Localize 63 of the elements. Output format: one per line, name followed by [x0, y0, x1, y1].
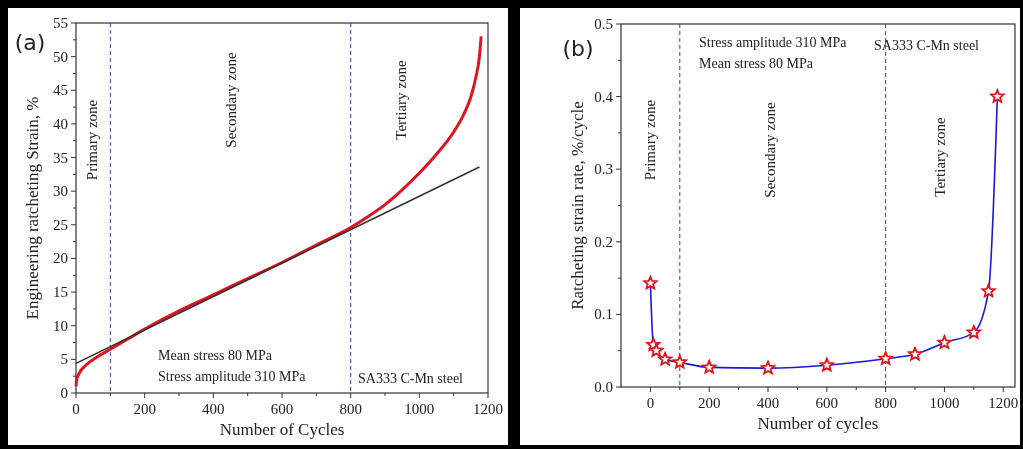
- x-tick-label: 800: [339, 401, 362, 417]
- y-tick-label: 0.3: [594, 161, 613, 178]
- y-tick-label: 0.5: [594, 16, 613, 32]
- y-tick-label: 40: [53, 115, 68, 132]
- point: [937, 335, 952, 349]
- y-tick-label: 5: [60, 351, 68, 368]
- text: (a): [14, 30, 46, 55]
- point: [672, 354, 687, 369]
- y-tick-label: 45: [53, 82, 68, 99]
- x-tick-label: 200: [697, 395, 721, 411]
- y-tick-label: 15: [53, 284, 68, 301]
- annotation: Secondary zone: [762, 101, 778, 198]
- annotation: SA333 C-Mn steel: [874, 38, 980, 53]
- point: [981, 283, 996, 298]
- y-tick-label: 30: [53, 183, 68, 200]
- annotation: Stress amplitude 310 MPa: [158, 369, 307, 384]
- point: [819, 357, 834, 372]
- x-axis-title: Number of cycles: [757, 414, 879, 433]
- point: [990, 89, 1005, 103]
- point: [878, 351, 893, 365]
- y-tick-label: 50: [53, 48, 68, 65]
- y-tick-label: 0.2: [594, 233, 613, 250]
- y-tick-label: 55: [53, 15, 68, 31]
- annotation: Mean stress 80 MPa: [158, 348, 273, 363]
- point: [643, 275, 658, 290]
- x-tick-label: 600: [270, 401, 294, 417]
- y-tick-label: 10: [53, 317, 68, 334]
- y-axis-title: Engineering ratcheting Strain, %: [23, 96, 42, 320]
- point: [760, 360, 776, 375]
- annotation: Stress amplitude 310 MPa: [699, 35, 848, 50]
- point: [658, 352, 673, 366]
- x-tick-label: 0: [646, 395, 655, 411]
- text: (b): [562, 36, 594, 61]
- point: [907, 346, 923, 361]
- x-tick-label: 1200: [988, 395, 1019, 411]
- y-tick-label: 25: [53, 216, 68, 233]
- x-tick-label: 1200: [473, 401, 503, 417]
- annotation: Mean stress 80 MPa: [699, 56, 814, 71]
- annotation: Tertiary zone: [932, 117, 948, 197]
- x-tick-label: 800: [874, 395, 897, 411]
- x-tick-label: 1000: [929, 395, 960, 411]
- x-axis-title: Number of Cycles: [219, 420, 345, 439]
- x-tick-label: 600: [815, 395, 839, 411]
- y-tick-label: 0.4: [594, 88, 614, 105]
- annotation: Primary zone: [642, 99, 658, 181]
- y-tick-label: 20: [53, 250, 68, 267]
- point: [649, 343, 664, 357]
- annotation: Secondary zone: [223, 51, 239, 148]
- annotation: Primary zone: [84, 99, 100, 181]
- y-tick-label: 0.1: [594, 306, 613, 323]
- annotation: Tertiary zone: [393, 60, 409, 140]
- annotation: SA333 C-Mn steel: [358, 371, 464, 386]
- x-tick-label: 400: [202, 401, 225, 417]
- point: [966, 325, 981, 339]
- x-tick-label: 1000: [404, 401, 435, 417]
- x-tick-label: 200: [133, 401, 156, 417]
- x-tick-label: 0: [72, 401, 80, 417]
- y-tick-label: 0: [60, 385, 68, 401]
- y-tick-label: 0.0: [594, 379, 613, 395]
- y-tick-label: 35: [53, 149, 68, 166]
- y-axis-title: Ratcheting strain rate, %/cycle: [568, 101, 587, 310]
- point: [702, 360, 717, 374]
- x-tick-label: 400: [756, 395, 780, 411]
